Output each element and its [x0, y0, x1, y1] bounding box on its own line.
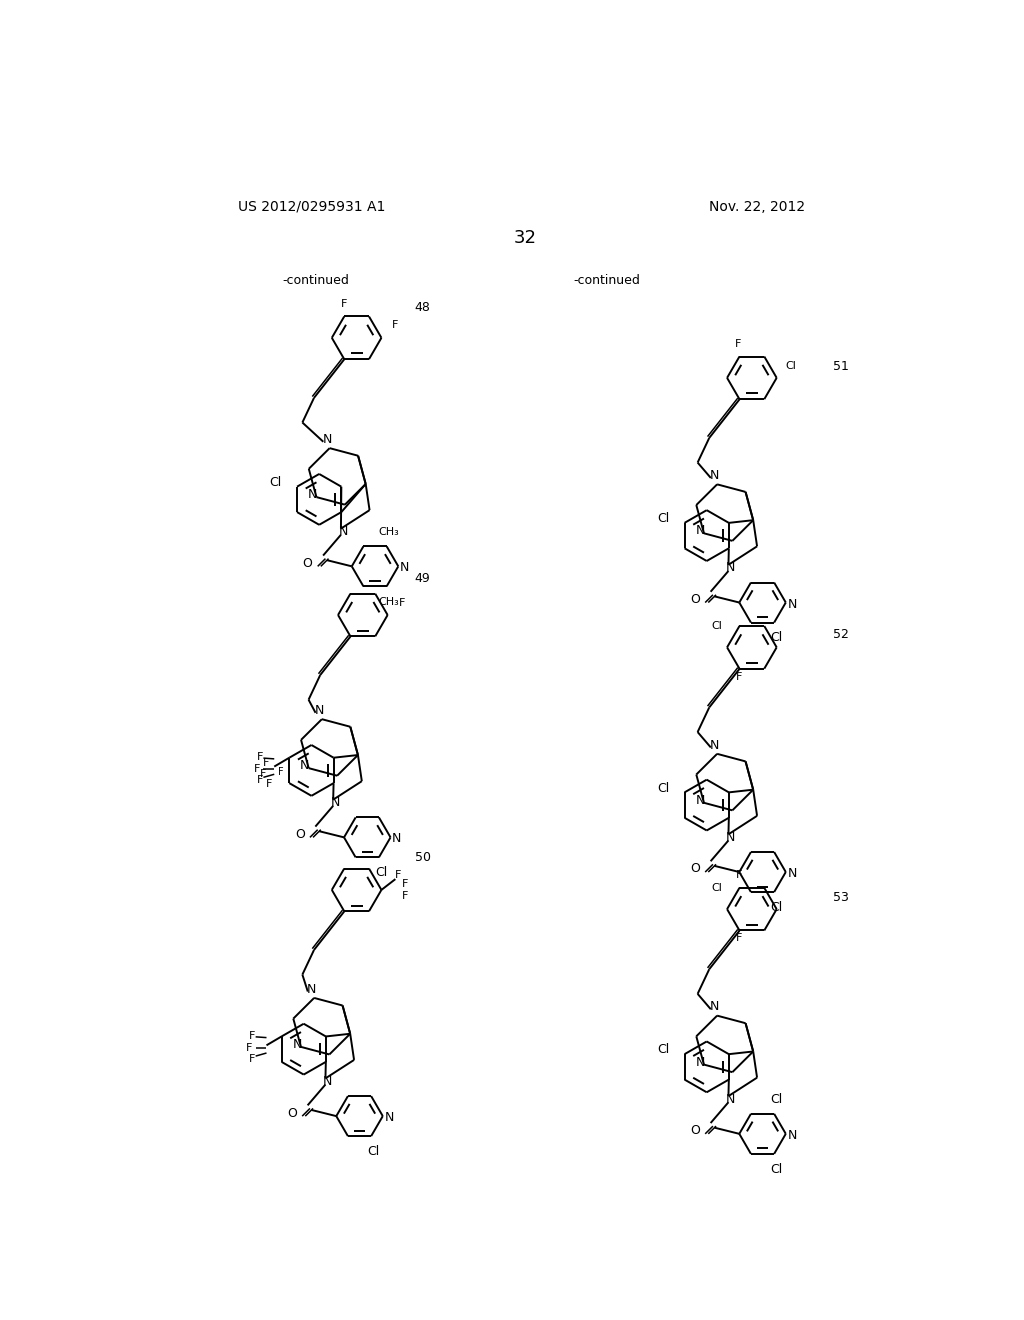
Text: Cl: Cl: [712, 883, 723, 892]
Text: N: N: [331, 796, 340, 809]
Text: N: N: [392, 833, 401, 845]
Text: N: N: [726, 830, 735, 843]
Text: F: F: [260, 768, 266, 779]
Text: 51: 51: [834, 360, 849, 372]
Text: Cl: Cl: [269, 477, 282, 488]
Text: N: N: [726, 561, 735, 574]
Text: Cl: Cl: [368, 1144, 380, 1158]
Text: F: F: [250, 1031, 256, 1041]
Text: N: N: [384, 1111, 393, 1125]
Text: F: F: [254, 764, 260, 774]
Text: N: N: [787, 598, 797, 611]
Text: F: F: [257, 752, 263, 763]
Text: CH₃: CH₃: [379, 528, 399, 537]
Text: 49: 49: [415, 572, 430, 585]
Text: F: F: [735, 339, 741, 348]
Text: F: F: [341, 298, 347, 309]
Text: F: F: [257, 775, 263, 785]
Text: O: O: [287, 1106, 297, 1119]
Text: N: N: [307, 982, 316, 995]
Text: F: F: [398, 598, 404, 607]
Text: O: O: [690, 593, 700, 606]
Text: Cl: Cl: [657, 1043, 670, 1056]
Text: F: F: [246, 1043, 253, 1052]
Text: O: O: [690, 1125, 700, 1138]
Text: -continued: -continued: [283, 273, 349, 286]
Text: Cl: Cl: [785, 360, 796, 371]
Text: N: N: [324, 1074, 333, 1088]
Text: F: F: [401, 879, 408, 888]
Text: Cl: Cl: [770, 1093, 782, 1106]
Text: F: F: [736, 933, 742, 944]
Text: 52: 52: [834, 628, 849, 640]
Text: N: N: [293, 1038, 302, 1051]
Text: O: O: [295, 828, 305, 841]
Text: CH₃: CH₃: [379, 597, 399, 607]
Text: N: N: [300, 759, 309, 772]
Text: O: O: [303, 557, 312, 570]
Text: Cl: Cl: [770, 1163, 782, 1176]
Text: 32: 32: [513, 228, 537, 247]
Text: Cl: Cl: [770, 902, 782, 913]
Text: F: F: [265, 779, 272, 789]
Text: -continued: -continued: [573, 273, 640, 286]
Text: Nov. 22, 2012: Nov. 22, 2012: [710, 199, 805, 214]
Text: O: O: [690, 862, 700, 875]
Text: N: N: [308, 488, 317, 502]
Text: N: N: [710, 469, 720, 482]
Text: N: N: [726, 1093, 735, 1106]
Text: N: N: [323, 433, 332, 446]
Text: N: N: [339, 525, 348, 539]
Text: N: N: [695, 1056, 705, 1069]
Text: F: F: [736, 672, 742, 681]
Text: 53: 53: [834, 891, 849, 904]
Text: N: N: [695, 524, 705, 537]
Text: F: F: [263, 758, 269, 768]
Text: N: N: [695, 793, 705, 807]
Text: 48: 48: [415, 301, 431, 314]
Text: F: F: [392, 321, 398, 330]
Text: N: N: [399, 561, 410, 574]
Text: Cl: Cl: [712, 620, 723, 631]
Text: N: N: [787, 1129, 797, 1142]
Text: N: N: [787, 867, 797, 880]
Text: Cl: Cl: [375, 866, 387, 879]
Text: Cl: Cl: [770, 631, 782, 644]
Text: 50: 50: [415, 851, 431, 865]
Text: F: F: [278, 767, 284, 777]
Text: F: F: [401, 891, 408, 902]
Text: F: F: [395, 870, 401, 879]
Text: F: F: [736, 870, 742, 880]
Text: N: N: [314, 704, 325, 717]
Text: N: N: [710, 739, 720, 751]
Text: F: F: [250, 1055, 256, 1064]
Text: N: N: [710, 1001, 720, 1014]
Text: Cl: Cl: [657, 781, 670, 795]
Text: Cl: Cl: [657, 512, 670, 525]
Text: US 2012/0295931 A1: US 2012/0295931 A1: [238, 199, 385, 214]
